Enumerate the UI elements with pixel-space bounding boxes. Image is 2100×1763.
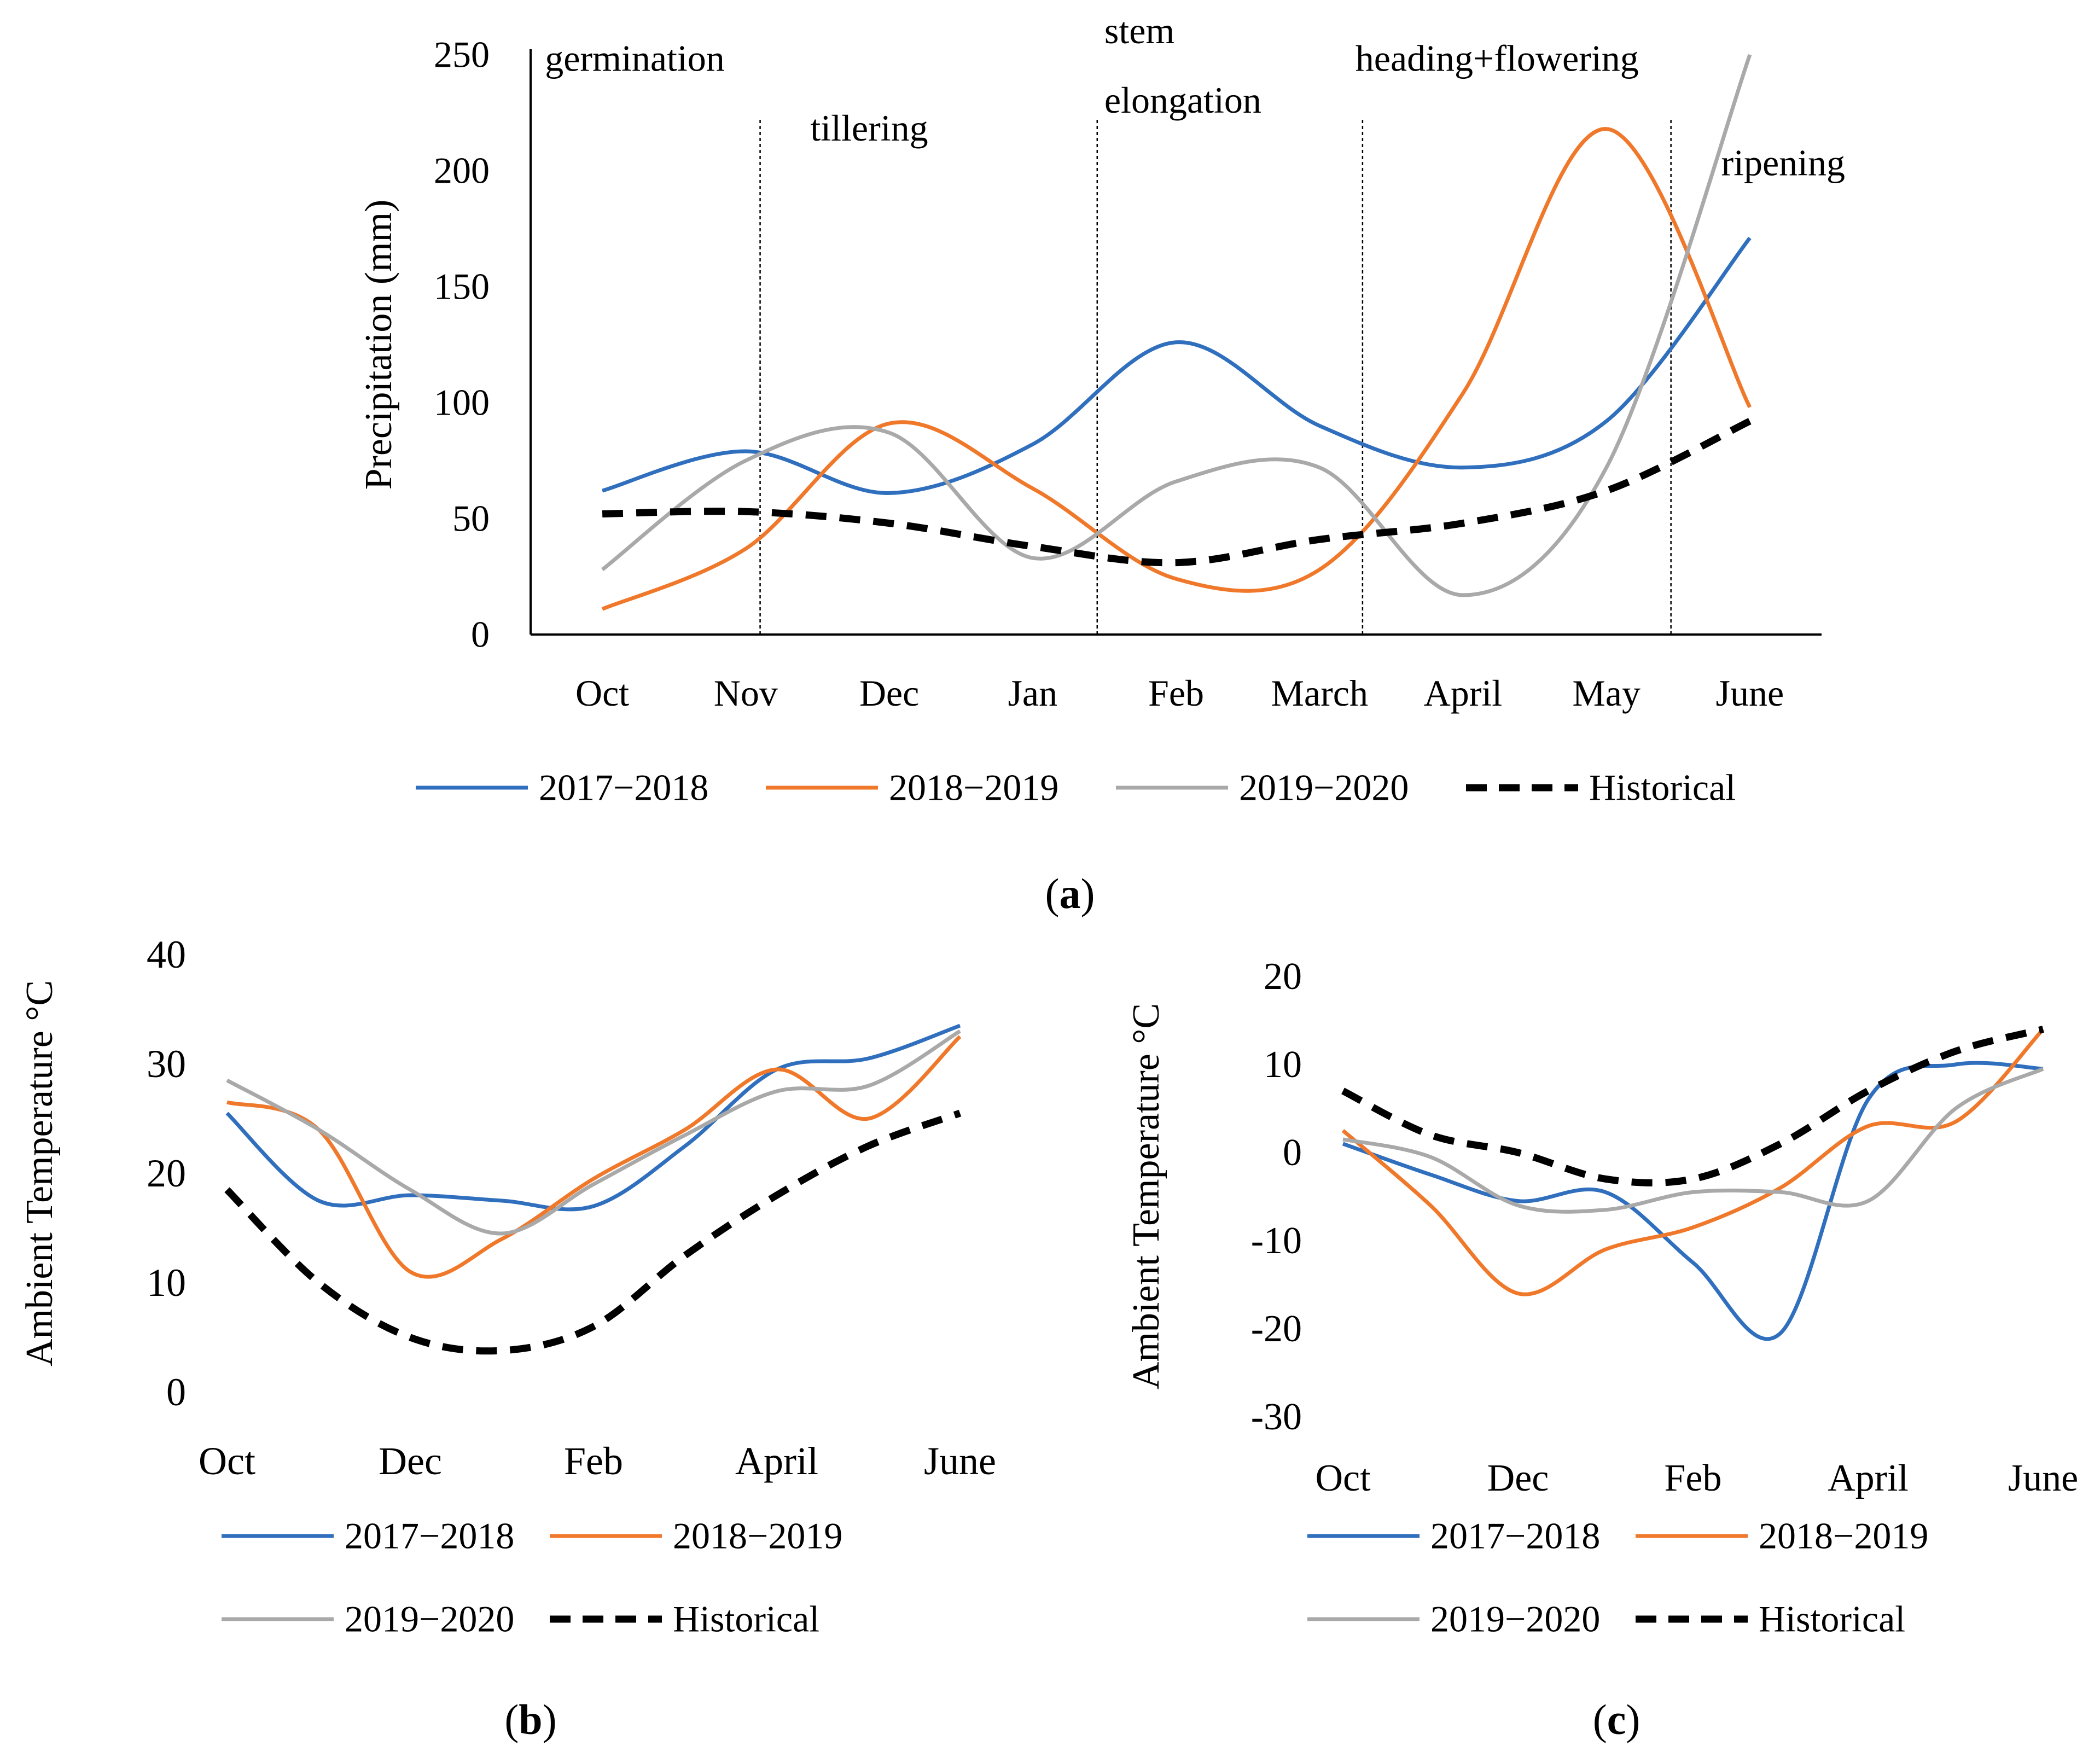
y-axis-label: Ambient Temperature °C: [19, 980, 61, 1366]
x-tick-label: June: [2008, 1457, 2078, 1499]
series-line-historical: [224, 1109, 962, 1355]
x-tick-label: March: [1271, 672, 1368, 714]
x-tick-label: Oct: [199, 1439, 255, 1483]
legend-label: 2018−2019: [1759, 1515, 1928, 1556]
y-tick-label: 30: [147, 1042, 186, 1086]
series-line-s2018: [226, 1035, 962, 1279]
stage-annotation: heading+flowering: [1356, 38, 1639, 79]
x-tick-label: Nov: [714, 672, 778, 714]
y-tick-label: -10: [1251, 1220, 1302, 1262]
y-tick-label: 250: [434, 33, 490, 75]
x-tick-label: Oct: [575, 672, 629, 714]
caption-a-letter: a: [1060, 870, 1081, 917]
y-tick-label: -20: [1251, 1308, 1302, 1350]
panel-b-temperature-chart: 0 10 20 30 40 Oct Dec Feb April June Ambient Tempe…: [19, 933, 996, 1640]
y-tick-label: -30: [1251, 1396, 1302, 1438]
legend-label: Historical: [1759, 1598, 1905, 1639]
legend-label: Historical: [673, 1598, 819, 1639]
x-tick-label: Dec: [1487, 1457, 1549, 1499]
y-tick-label: 20: [1264, 956, 1302, 998]
legend-label: Historical: [1589, 766, 1736, 808]
x-tick-label: Jan: [1008, 672, 1057, 714]
x-tick-label: May: [1572, 672, 1641, 714]
series-line-s2017: [225, 1023, 961, 1212]
x-tick-label: June: [1716, 672, 1784, 714]
y-tick-label: 100: [434, 381, 490, 423]
y-tick-label: 10: [1264, 1044, 1302, 1086]
x-tick-label: April: [735, 1439, 818, 1483]
series-line-s2019: [1342, 1067, 2044, 1214]
caption-c-letter: c: [1607, 1696, 1626, 1743]
panel-a-precipitation-chart: 0 50 100 150 200 250 Oct Nov Dec Jan Feb March April…: [358, 10, 1845, 808]
y-tick-label: 0: [1283, 1132, 1302, 1174]
stage-annotation: stem: [1104, 10, 1174, 51]
x-tick-label: Feb: [564, 1439, 623, 1483]
y-tick-label: 10: [147, 1261, 186, 1305]
caption-b-letter: b: [519, 1696, 542, 1743]
stage-annotation: germination: [545, 38, 725, 79]
stage-annotation: elongation: [1104, 79, 1261, 121]
y-axis-label: Ambient Temperature °C: [1125, 1003, 1167, 1389]
x-tick-label: Feb: [1148, 672, 1204, 714]
x-tick-label: April: [1828, 1457, 1909, 1499]
stage-annotation: ripening: [1721, 142, 1845, 183]
x-tick-label: April: [1424, 672, 1503, 714]
y-tick-label: 40: [147, 933, 186, 976]
legend-label: 2019−2020: [1239, 766, 1409, 808]
y-tick-label: 200: [434, 149, 490, 191]
x-tick-label: June: [924, 1439, 996, 1483]
legend-label: 2017−2018: [1430, 1515, 1600, 1556]
series-line-s2019: [226, 1029, 961, 1236]
legend-label: 2017−2018: [539, 766, 708, 808]
legend-label: 2019−2020: [345, 1598, 514, 1639]
series-line-s2017: [1342, 1061, 2044, 1341]
y-tick-label: 50: [452, 497, 490, 539]
x-tick-label: Feb: [1665, 1457, 1722, 1499]
y-tick-label: 0: [471, 613, 490, 655]
x-tick-label: Dec: [859, 672, 919, 714]
y-tick-label: 0: [166, 1370, 186, 1414]
legend-label: 2018−2019: [673, 1515, 842, 1556]
y-tick-label: 20: [147, 1151, 186, 1195]
x-tick-label: Oct: [1315, 1457, 1371, 1499]
stage-annotation: tillering: [810, 107, 928, 149]
series-line-s2019: [601, 54, 1752, 597]
legend-label: 2019−2020: [1430, 1598, 1600, 1639]
series-line-historical: [1341, 1026, 2044, 1186]
caption-b: (b): [504, 1696, 556, 1743]
caption-a: (a): [1045, 870, 1095, 917]
series-line-s2017: [602, 236, 1752, 495]
caption-c: (c): [1593, 1696, 1641, 1743]
x-tick-label: Dec: [379, 1439, 442, 1483]
y-axis-label: Precipitation (mm): [358, 200, 400, 490]
panel-c-temperature-chart: -30 -20 -10 0 10 20 Oct Dec Feb April June Ambient …: [1125, 956, 2078, 1639]
legend-label: 2017−2018: [345, 1515, 514, 1556]
legend-label: 2018−2019: [889, 766, 1058, 808]
y-tick-label: 150: [434, 265, 490, 307]
series-line-s2018: [601, 127, 1752, 611]
series-line-s2018: [1341, 1028, 2045, 1296]
series-line-historical: [602, 418, 1752, 567]
